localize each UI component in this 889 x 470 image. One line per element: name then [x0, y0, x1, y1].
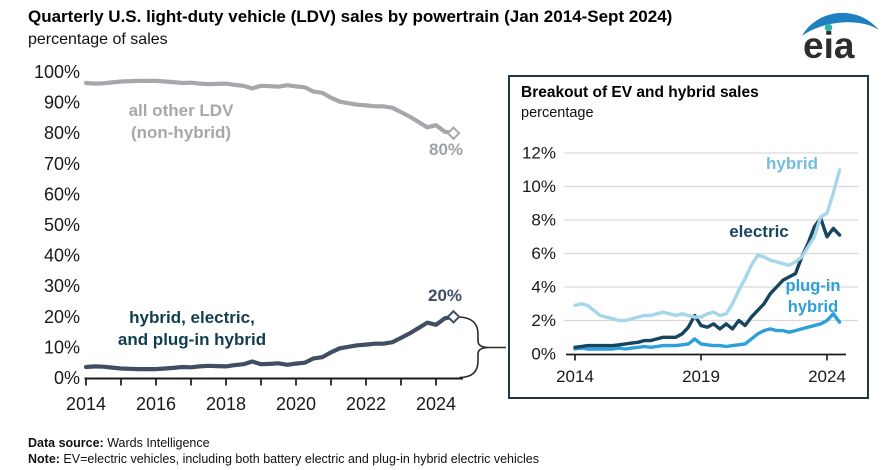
- main-y-tick-label: 30%: [44, 276, 80, 296]
- eia-i-dot-icon: [824, 23, 833, 32]
- main-y-tick-label: 40%: [44, 246, 80, 266]
- inset-series-label-plugin: plug-in hybrid: [785, 277, 841, 317]
- all-other-ldv-line: [83, 78, 456, 136]
- hybrid-electric-plugin-line: [83, 314, 456, 372]
- main-y-tick-label: 70%: [44, 154, 80, 174]
- inset-y-tick-label: 8%: [531, 211, 556, 230]
- inset-subtitle: percentage: [521, 105, 594, 121]
- main-x-tick-label: 2022: [346, 394, 386, 414]
- main-x-tick-label: 2014: [66, 394, 106, 414]
- brace-connector: [459, 316, 506, 379]
- inset-x-tick-label: 2014: [556, 367, 594, 386]
- main-x-tick-label: 2024: [416, 394, 456, 414]
- series-label-all-other-ldv: all other LDV (non-hybrid): [128, 101, 234, 142]
- end-value-annotation-20: 20%: [427, 286, 463, 305]
- main-x-tick-label: 2020: [276, 394, 316, 414]
- note-line: Note: EV=electric vehicles, including bo…: [28, 452, 539, 466]
- inset-y-tick-label: 2%: [531, 311, 556, 330]
- data-source-line: Data source: Wards Intelligence: [28, 436, 210, 450]
- inset-y-tick-label: 12%: [522, 144, 556, 163]
- inset-title: Breakout of EV and hybrid sales: [521, 84, 759, 101]
- main-y-tick-label: 80%: [44, 123, 80, 143]
- page-title: Quarterly U.S. light-duty vehicle (LDV) …: [28, 7, 673, 26]
- main-y-tick-label: 20%: [44, 307, 80, 327]
- main-y-tick-label: 60%: [44, 184, 80, 204]
- inset-x-tick-label: 2019: [682, 367, 720, 386]
- inset-y-tick-label: 4%: [531, 278, 556, 297]
- eia-logo-text: eia: [803, 25, 855, 64]
- main-x-tick-label: 2018: [206, 394, 246, 414]
- note-text: EV=electric vehicles, including both bat…: [59, 452, 540, 466]
- data-source-text: Wards Intelligence: [103, 436, 210, 450]
- inset-y-tick-label: 10%: [522, 177, 556, 196]
- eia-logo-svg: eia: [802, 12, 879, 66]
- dark-end-marker: [446, 309, 461, 324]
- inset-y-tick-label: 0%: [531, 345, 556, 364]
- plug-in-hybrid-line: [573, 312, 842, 351]
- inset-x-tick-label: 2024: [808, 367, 846, 386]
- main-y-tick-label: 10%: [44, 337, 80, 357]
- inset-y-tick-label: 6%: [531, 244, 556, 263]
- inset-series-label-hybrid: hybrid: [766, 154, 818, 173]
- main-x-tick-label: 2016: [136, 394, 176, 414]
- page-subtitle: percentage of sales: [28, 31, 168, 48]
- hybrid-line: [573, 168, 842, 323]
- eia-swoosh-icon: [802, 12, 879, 36]
- gray-end-marker: [446, 126, 461, 141]
- end-value-annotation-80: 80%: [428, 140, 464, 159]
- inset-series-label-electric: electric: [729, 222, 789, 241]
- electric-line: [573, 216, 842, 349]
- main-y-tick-label: 90%: [44, 93, 80, 113]
- main-y-tick-label: 50%: [44, 215, 80, 235]
- series-label-hybrid-electric-plugin: hybrid, electric, and plug-in hybrid: [117, 308, 267, 349]
- main-y-tick-label: 100%: [34, 62, 80, 82]
- main-y-tick-label: 0%: [54, 368, 80, 388]
- data-source-label: Data source:: [28, 436, 104, 450]
- eia-logo: eia: [798, 6, 882, 66]
- note-label: Note:: [28, 452, 60, 466]
